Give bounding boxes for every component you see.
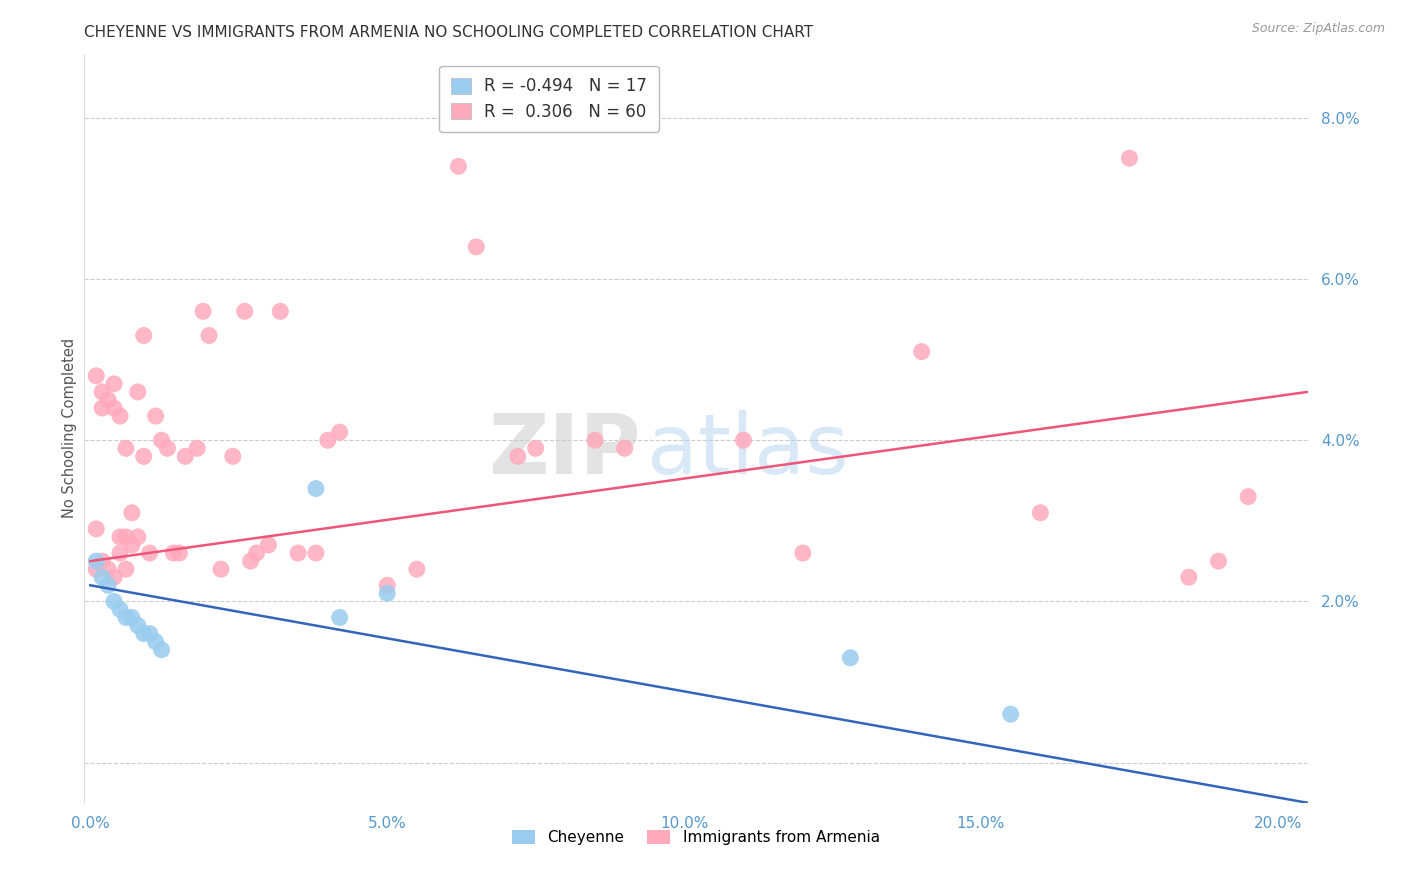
Point: [191, 304, 214, 318]
Point: [84, 562, 107, 576]
Point: [375, 586, 398, 600]
Point: [84, 368, 107, 383]
Y-axis label: No Schooling Completed: No Schooling Completed: [62, 338, 77, 518]
Point: [115, 562, 138, 576]
Point: [506, 450, 529, 464]
Point: [305, 546, 328, 560]
Point: [121, 506, 143, 520]
Point: [245, 546, 267, 560]
Point: [115, 442, 138, 456]
Point: [132, 328, 155, 343]
Text: CHEYENNE VS IMMIGRANTS FROM ARMENIA NO SCHOOLING COMPLETED CORRELATION CHART: CHEYENNE VS IMMIGRANTS FROM ARMENIA NO S…: [84, 25, 814, 40]
Point: [447, 159, 470, 173]
Point: [329, 610, 352, 624]
Point: [733, 434, 755, 448]
Point: [233, 304, 256, 318]
Point: [103, 401, 125, 415]
Point: [127, 384, 149, 399]
Point: [91, 401, 114, 415]
Point: [103, 594, 125, 608]
Point: [269, 304, 291, 318]
Point: [121, 538, 143, 552]
Point: [132, 626, 155, 640]
Point: [257, 538, 280, 552]
Point: [145, 409, 167, 423]
Point: [97, 392, 120, 407]
Point: [406, 562, 429, 576]
Text: atlas: atlas: [647, 410, 849, 491]
Point: [1237, 490, 1260, 504]
Point: [103, 570, 125, 584]
Point: [174, 450, 197, 464]
Point: [127, 530, 149, 544]
Point: [121, 610, 143, 624]
Point: [465, 240, 488, 254]
Text: ZIP: ZIP: [488, 410, 641, 491]
Point: [239, 554, 262, 568]
Point: [108, 409, 131, 423]
Point: [792, 546, 814, 560]
Point: [305, 482, 328, 496]
Point: [375, 578, 398, 592]
Point: [209, 562, 232, 576]
Point: [108, 546, 131, 560]
Point: [1029, 506, 1052, 520]
Point: [91, 570, 114, 584]
Point: [145, 634, 167, 648]
Point: [138, 546, 160, 560]
Point: [156, 442, 179, 456]
Point: [162, 546, 184, 560]
Point: [108, 530, 131, 544]
Point: [316, 434, 339, 448]
Point: [150, 434, 173, 448]
Point: [97, 578, 120, 592]
Point: [186, 442, 208, 456]
Point: [1178, 570, 1201, 584]
Point: [132, 450, 155, 464]
Point: [84, 522, 107, 536]
Point: [222, 450, 245, 464]
Point: [115, 610, 138, 624]
Point: [97, 562, 120, 576]
Point: [524, 442, 547, 456]
Point: [839, 650, 862, 665]
Legend: Cheyenne, Immigrants from Armenia: Cheyenne, Immigrants from Armenia: [506, 824, 886, 851]
Point: [127, 618, 149, 632]
Point: [1118, 151, 1140, 165]
Point: [115, 530, 138, 544]
Point: [1000, 707, 1022, 722]
Point: [150, 642, 173, 657]
Text: Source: ZipAtlas.com: Source: ZipAtlas.com: [1251, 22, 1385, 36]
Point: [91, 554, 114, 568]
Point: [169, 546, 191, 560]
Point: [1208, 554, 1230, 568]
Point: [613, 442, 636, 456]
Point: [583, 434, 606, 448]
Point: [91, 384, 114, 399]
Point: [287, 546, 309, 560]
Point: [198, 328, 221, 343]
Point: [84, 554, 107, 568]
Point: [329, 425, 352, 440]
Point: [138, 626, 160, 640]
Point: [910, 344, 932, 359]
Point: [108, 602, 131, 616]
Point: [103, 376, 125, 391]
